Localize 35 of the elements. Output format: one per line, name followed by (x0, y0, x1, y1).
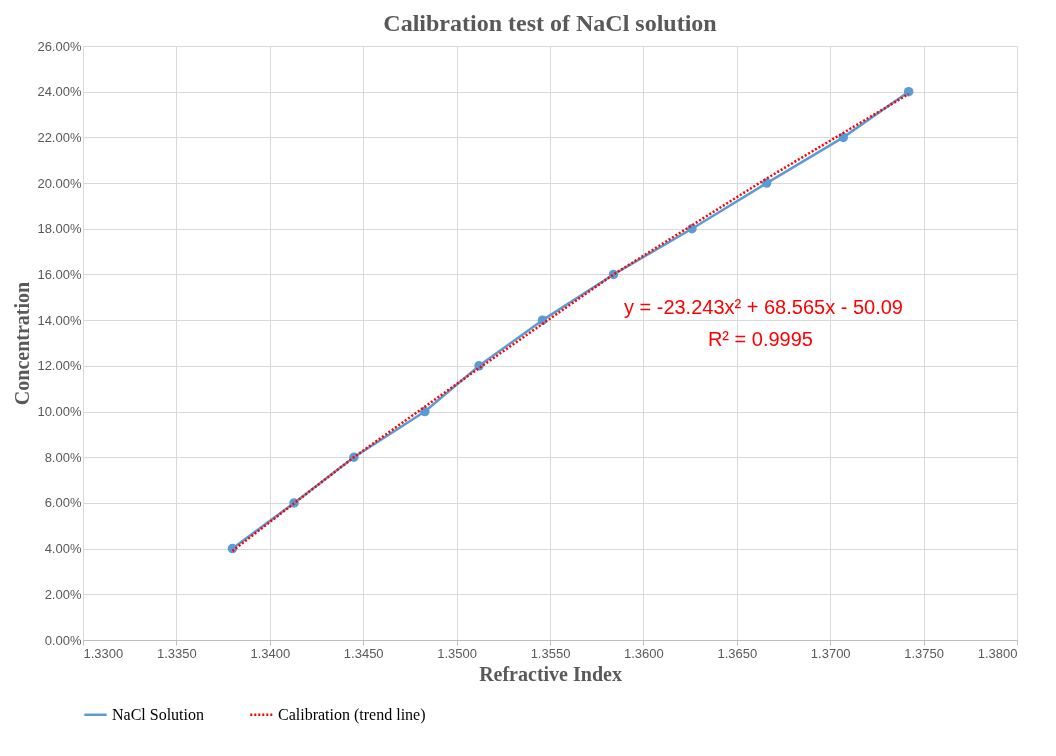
x-tick-label: 1.3300 (83, 645, 124, 661)
x-tick-label: 1.3550 (530, 645, 571, 661)
y-tick-label: 12.00% (37, 358, 82, 374)
chart-title: Calibration test of NaCl solution (383, 10, 717, 36)
legend-label: NaCl Solution (112, 705, 205, 723)
x-tick-label: 1.3400 (250, 645, 291, 661)
point (903, 86, 914, 97)
y-tick-label: 2.00% (44, 586, 82, 602)
y-tick-label: 16.00% (37, 266, 82, 282)
legend-label: Calibration (trend line) (278, 705, 426, 724)
y-axis-title: Concentration (11, 281, 34, 406)
point (761, 178, 772, 188)
y-tick-label: 8.00% (44, 449, 82, 465)
x-tick-label: 1.3350 (157, 645, 197, 661)
y-tick-label: 6.00% (44, 495, 82, 511)
x-tick-label: 1.3750 (904, 645, 944, 661)
y-tick-label: 14.00% (37, 312, 82, 328)
x-tick-label: 1.3700 (810, 645, 851, 661)
point (420, 406, 430, 417)
y-tick-label: 26.00% (37, 38, 82, 54)
y-tick-label: 20.00% (37, 175, 82, 191)
x-tick-label: 1.3800 (977, 645, 1018, 661)
y-tick-label: 18.00% (37, 221, 82, 237)
x-tick-label: 1.3600 (624, 645, 664, 661)
y-tick-label: 10.00% (37, 404, 82, 420)
y-tick-label: 4.00% (44, 541, 82, 557)
annotation: y = -23.243x² + 68.565x - 50.09 (623, 296, 903, 318)
y-tick-label: 0.00% (44, 632, 82, 648)
y-tick-label: 22.00% (37, 129, 82, 145)
x-tick-label: 1.3450 (343, 645, 384, 661)
y-tick-label: 24.00% (37, 84, 82, 100)
annotation: R² = 0.9995 (707, 328, 813, 350)
x-axis-title: Refractive Index (479, 662, 622, 685)
x-tick-label: 1.3650 (717, 645, 758, 661)
x-tick-label: 1.3500 (437, 645, 477, 661)
